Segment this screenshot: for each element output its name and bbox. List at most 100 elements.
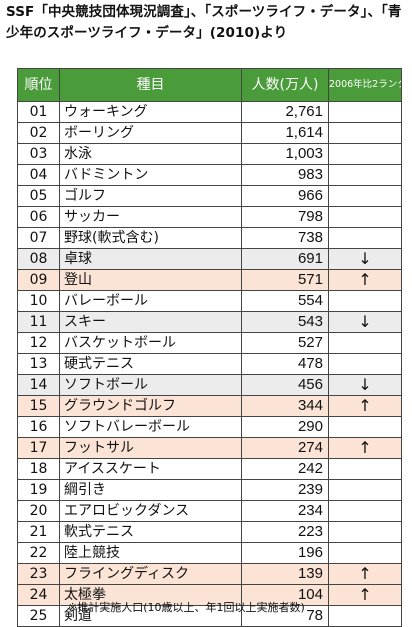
table-body: 01 ウォーキング 2,761 02 ボーリング 1,614 03 水泳 1,003 04 バドミン… (17, 101, 402, 627)
sport-cell: バスケットボール (59, 332, 242, 354)
table-row: 23 フライングディスク 139 ↑ (17, 563, 402, 585)
rank-cell: 15 (17, 395, 60, 417)
rank-cell: 03 (17, 143, 60, 165)
change-cell (328, 542, 402, 564)
count-cell: 104 (241, 584, 329, 606)
table-row: 11 スキー 543 ↓ (17, 311, 402, 333)
sport-cell: 硬式テニス (59, 353, 242, 375)
count-cell: 798 (241, 206, 329, 228)
table-row: 25 剣道 78 (17, 605, 402, 627)
change-cell (328, 500, 402, 522)
count-cell: 554 (241, 290, 329, 312)
arrow-up-icon: ↑ (328, 437, 402, 459)
change-cell (328, 605, 402, 627)
arrow-down-icon: ↓ (328, 311, 402, 333)
count-cell: 344 (241, 395, 329, 417)
rank-cell: 25 (17, 605, 60, 627)
count-cell: 223 (241, 521, 329, 543)
table-row: 21 軟式テニス 223 (17, 521, 402, 543)
sport-cell: 卓球 (59, 248, 242, 270)
table-row: 18 アイススケート 242 (17, 458, 402, 480)
change-cell (328, 416, 402, 438)
count-cell: 234 (241, 500, 329, 522)
table-row: 20 エアロビックダンス 234 (17, 500, 402, 522)
count-cell: 571 (241, 269, 329, 291)
arrow-up-icon: ↑ (328, 395, 402, 417)
sport-cell: バレーボール (59, 290, 242, 312)
count-cell: 239 (241, 479, 329, 501)
sport-cell: ボーリング (59, 122, 242, 144)
arrow-up-icon: ↑ (328, 269, 402, 291)
table-row: 13 硬式テニス 478 (17, 353, 402, 375)
table-row: 06 サッカー 798 (17, 206, 402, 228)
header-sport: 種目 (59, 68, 242, 102)
sports-ranking-table: 順位 種目 人数(万人) 2006年比2ランク以上の変動 01ウォーキング2,7… (17, 68, 402, 627)
rank-cell: 07 (17, 227, 60, 249)
sport-cell: 太極拳 (59, 584, 242, 606)
count-cell: 983 (241, 164, 329, 186)
change-cell (328, 185, 402, 207)
header-count: 人数(万人) (241, 68, 329, 102)
change-cell (328, 227, 402, 249)
table-row: 12 バスケットボール 527 (17, 332, 402, 354)
sport-cell: ウォーキング (59, 101, 242, 123)
rank-cell: 04 (17, 164, 60, 186)
rank-cell: 17 (17, 437, 60, 459)
rank-cell: 11 (17, 311, 60, 333)
count-cell: 2,761 (241, 101, 329, 123)
table-row: 14 ソフトボール 456 ↓ (17, 374, 402, 396)
rank-cell: 05 (17, 185, 60, 207)
sport-cell: 登山 (59, 269, 242, 291)
sport-cell: スキー (59, 311, 242, 333)
arrow-up-icon: ↑ (328, 563, 402, 585)
table-row: 22 陸上競技 196 (17, 542, 402, 564)
table-row: 19 綱引き 239 (17, 479, 402, 501)
count-cell: 543 (241, 311, 329, 333)
arrow-down-icon: ↓ (328, 374, 402, 396)
count-cell: 274 (241, 437, 329, 459)
count-cell: 139 (241, 563, 329, 585)
table-row: 15 グラウンドゴルフ 344 ↑ (17, 395, 402, 417)
sport-cell: 軟式テニス (59, 521, 242, 543)
count-cell: 196 (241, 542, 329, 564)
rank-cell: 02 (17, 122, 60, 144)
sport-cell: アイススケート (59, 458, 242, 480)
rank-cell: 06 (17, 206, 60, 228)
sport-cell: バドミントン (59, 164, 242, 186)
rank-cell: 08 (17, 248, 60, 270)
count-cell: 290 (241, 416, 329, 438)
sport-cell: フットサル (59, 437, 242, 459)
count-cell: 691 (241, 248, 329, 270)
change-cell (328, 458, 402, 480)
rank-cell: 12 (17, 332, 60, 354)
sport-cell: 野球(軟式含む) (59, 227, 242, 249)
table-row: 05 ゴルフ 966 (17, 185, 402, 207)
count-cell: 1,003 (241, 143, 329, 165)
rank-cell: 18 (17, 458, 60, 480)
rank-cell: 10 (17, 290, 60, 312)
footnote: ※推計実施人口(10歳以上、年1回以上実施者数) (68, 601, 305, 614)
header-rank: 順位 (17, 68, 60, 102)
rank-cell: 14 (17, 374, 60, 396)
sport-cell: グラウンドゴルフ (59, 395, 242, 417)
sport-cell: ゴルフ (59, 185, 242, 207)
page-title: SSF「中央競技団体現況調査」、「スポーツライフ・データ」、「青少年のスポーツラ… (6, 4, 402, 41)
change-cell (328, 479, 402, 501)
table-row: 02 ボーリング 1,614 (17, 122, 402, 144)
rank-cell: 21 (17, 521, 60, 543)
table-row: 24 太極拳 104 ↑ (17, 584, 402, 606)
rank-cell: 09 (17, 269, 60, 291)
table-row: 17 フットサル 274 ↑ (17, 437, 402, 459)
change-cell (328, 164, 402, 186)
rank-cell: 23 (17, 563, 60, 585)
rank-cell: 22 (17, 542, 60, 564)
table-row: 03 水泳 1,003 (17, 143, 402, 165)
sport-cell: エアロビックダンス (59, 500, 242, 522)
change-cell (328, 101, 402, 123)
rank-cell: 24 (17, 584, 60, 606)
table-row: 01 ウォーキング 2,761 (17, 101, 402, 123)
arrow-down-icon: ↓ (328, 248, 402, 270)
count-cell: 527 (241, 332, 329, 354)
rank-cell: 20 (17, 500, 60, 522)
table-header-row: 順位 種目 人数(万人) 2006年比2ランク以上の変動 (17, 68, 402, 102)
